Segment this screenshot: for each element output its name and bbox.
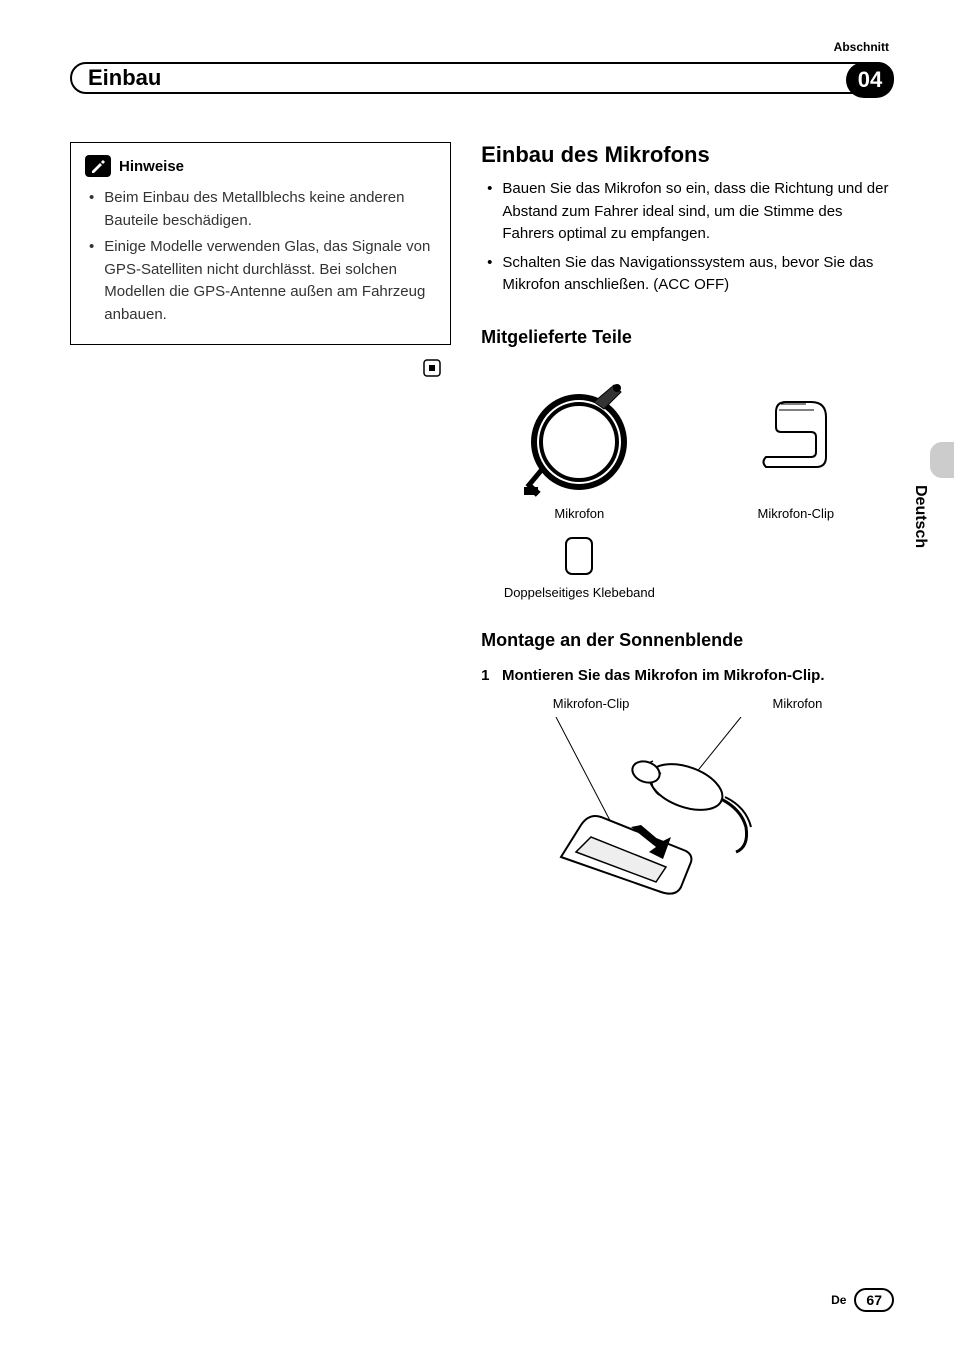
step-num: 1 (481, 667, 489, 684)
page-title: Einbau (88, 65, 161, 91)
title-bar: Einbau 04 (70, 62, 894, 102)
part-label: Doppelseitiges Klebeband (481, 585, 677, 600)
hinweise-list: Beim Einbau des Metallblechs keine ander… (85, 187, 436, 326)
mikrofon-bullet: Bauen Sie das Mikrofon so ein, dass die … (502, 178, 894, 246)
parts-title: Mitgelieferte Teile (481, 327, 894, 348)
hinweise-box: Hinweise Beim Einbau des Metallblechs ke… (70, 142, 451, 345)
part-clip: Mikrofon-Clip (698, 362, 894, 521)
language-tab (930, 442, 954, 478)
parts-grid: Mikrofon Mikrofon-Clip (481, 362, 894, 600)
part-mikrofon: Mikrofon (481, 362, 677, 521)
diag-label-right: Mikrofon (773, 696, 823, 711)
mikrofon-bullets: Bauen Sie das Mikrofon so ein, dass die … (481, 178, 894, 297)
part-label: Mikrofon-Clip (698, 506, 894, 521)
mount-svg (481, 717, 821, 927)
diag-label-left: Mikrofon-Clip (553, 696, 630, 711)
page-footer: De 67 (831, 1288, 894, 1312)
montage-title: Montage an der Sonnenblende (481, 630, 894, 651)
mount-diagram: Mikrofon-Clip Mikrofon (481, 696, 894, 926)
clip-image (698, 362, 894, 502)
part-label: Mikrofon (481, 506, 677, 521)
mikrofon-bullet: Schalten Sie das Navigationssystem aus, … (502, 252, 894, 297)
hinweise-item: Beim Einbau des Metallblechs keine ander… (104, 187, 436, 232)
page-number: 67 (854, 1288, 894, 1312)
footer-lang: De (831, 1293, 846, 1307)
language-label: Deutsch (911, 485, 929, 548)
hinweise-item: Einige Modelle verwenden Glas, das Signa… (104, 236, 436, 326)
mikrofon-title: Einbau des Mikrofons (481, 142, 894, 168)
section-label: Abschnitt (70, 40, 894, 54)
pencil-icon (85, 155, 111, 177)
hinweise-title: Hinweise (119, 158, 184, 175)
part-tape: Doppelseitiges Klebeband (481, 531, 677, 600)
section-end-icon (70, 359, 451, 382)
page-header: Abschnitt Einbau 04 (70, 40, 894, 102)
chapter-badge: 04 (846, 62, 894, 98)
step-text: Montieren Sie das Mikrofon im Mikrofon-C… (502, 667, 825, 684)
step-1: 1 Montieren Sie das Mikrofon im Mikrofon… (481, 665, 894, 686)
mikrofon-image (481, 362, 677, 502)
tape-image (481, 531, 677, 581)
